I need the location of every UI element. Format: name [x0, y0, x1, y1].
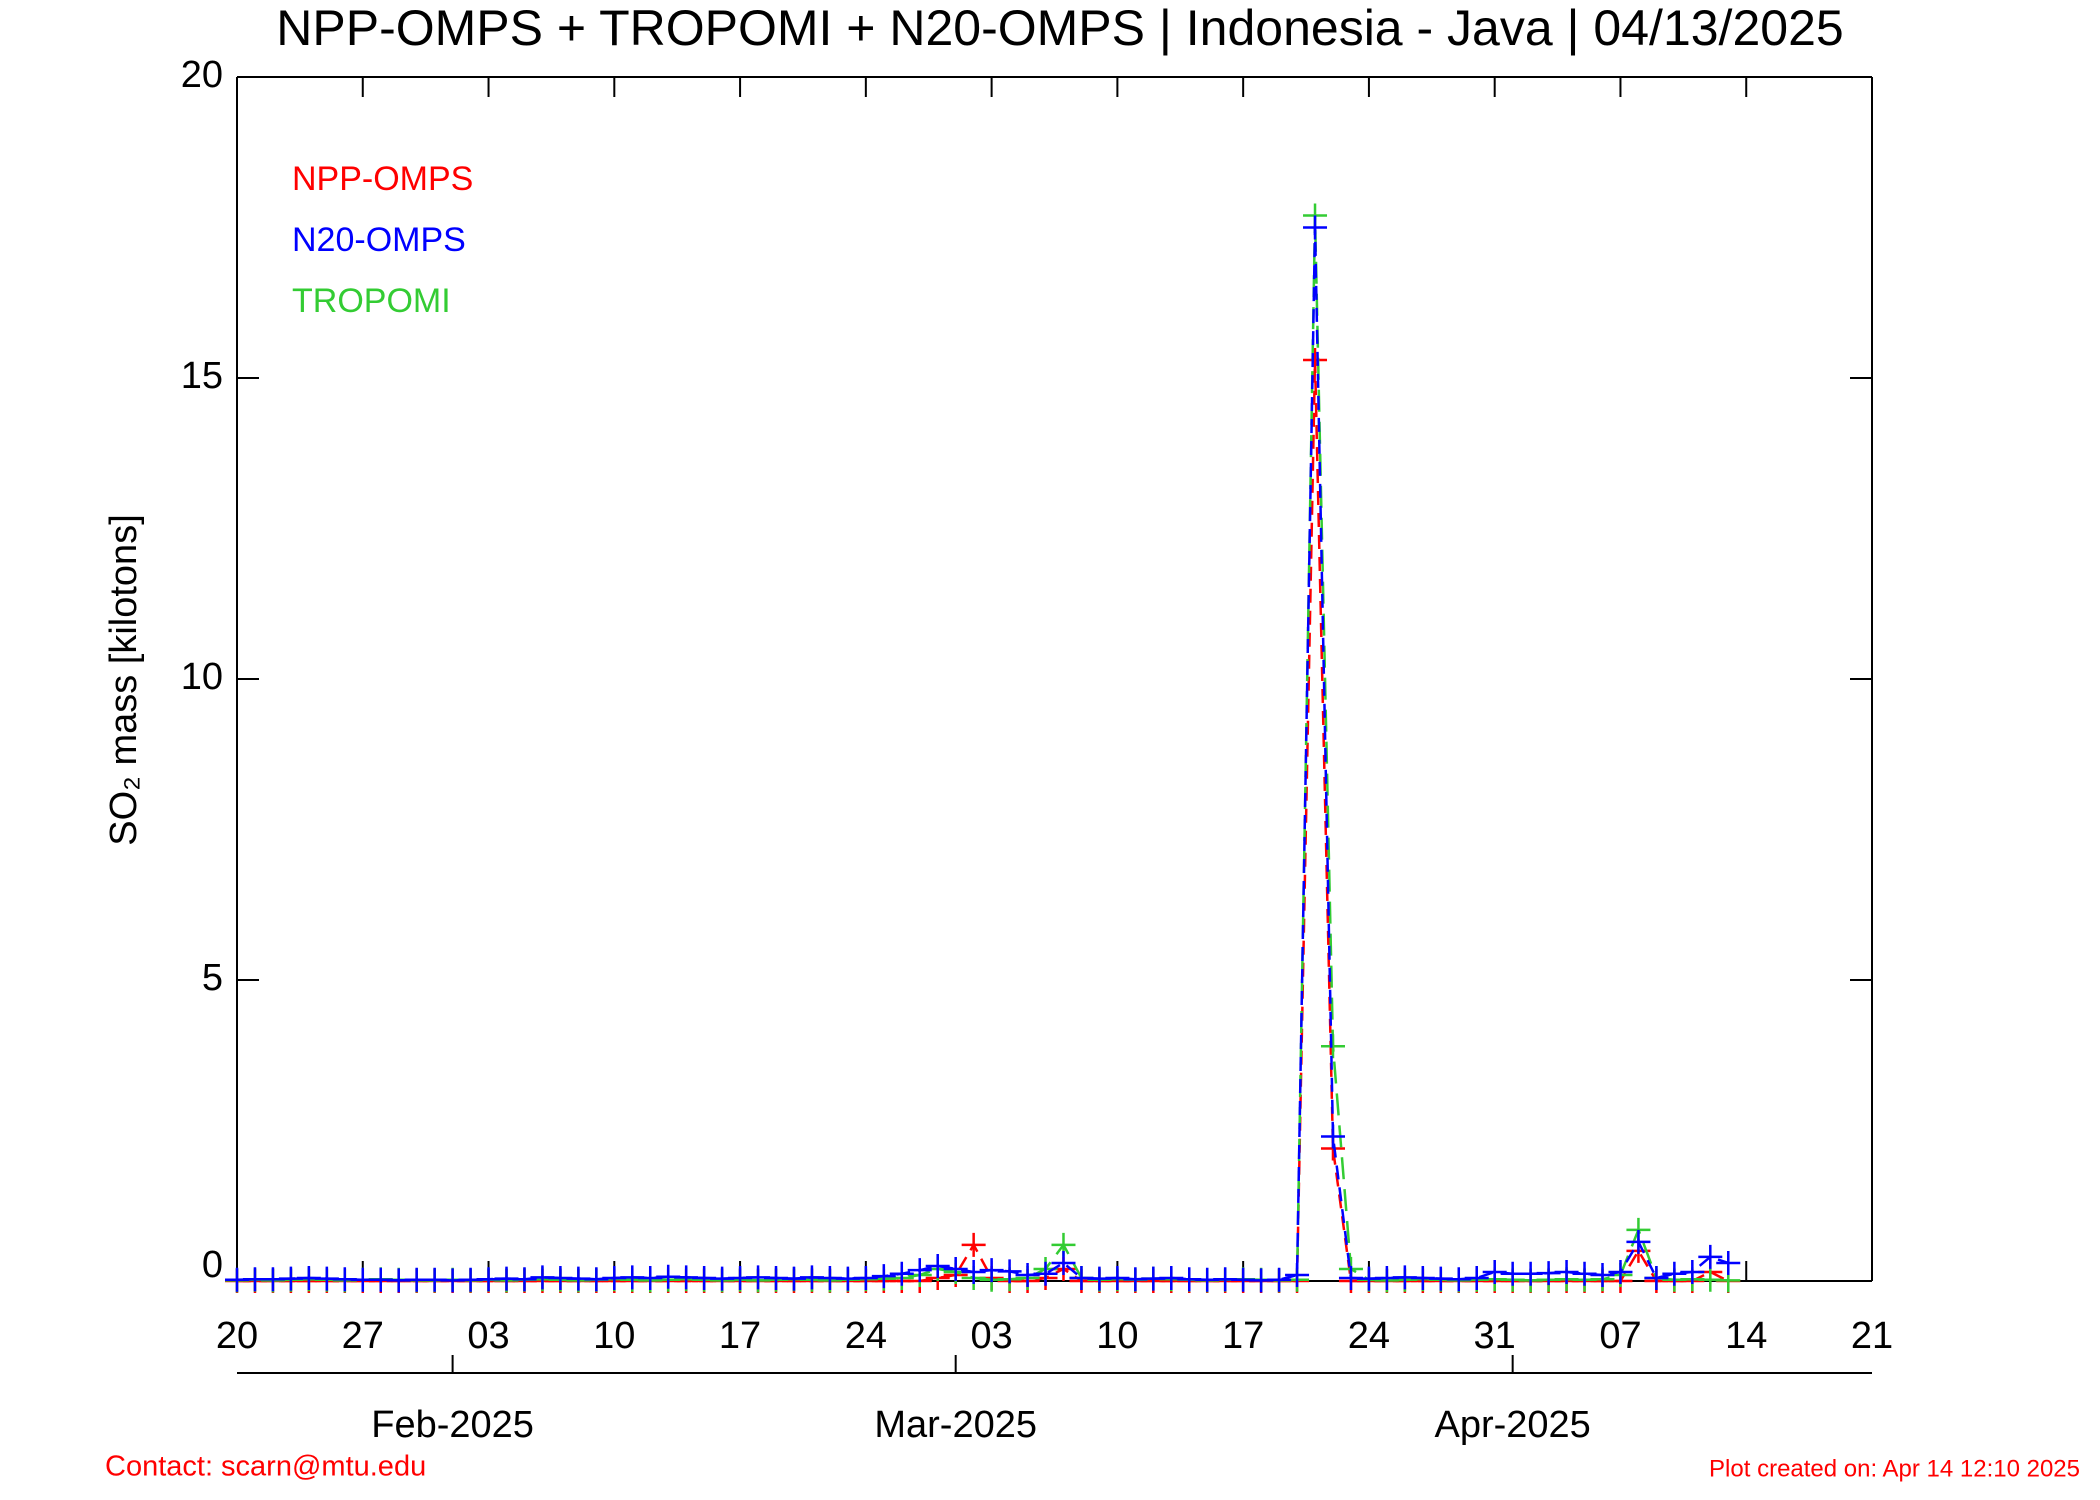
- point-marker: [961, 1259, 986, 1284]
- y-tick-label: 20: [181, 54, 223, 96]
- x-tick-label: 17: [719, 1315, 761, 1357]
- point-marker: [1482, 1259, 1507, 1284]
- point-marker: [1320, 1034, 1345, 1059]
- point-marker: [1608, 1259, 1633, 1284]
- point-marker: [961, 1232, 986, 1257]
- x-tick-label: 07: [1599, 1315, 1641, 1357]
- contact-note: Contact: scarn@mtu.edu: [105, 1451, 426, 1483]
- month-label: Apr-2025: [1434, 1404, 1590, 1446]
- chart-title: NPP-OMPS + TROPOMI + N20-OMPS | Indonesi…: [276, 0, 1843, 56]
- point-marker: [997, 1259, 1022, 1284]
- point-marker: [925, 1253, 950, 1278]
- point-marker: [871, 1264, 896, 1289]
- y-tick-label: 15: [181, 355, 223, 397]
- point-marker: [1716, 1250, 1741, 1275]
- x-tick-label: 03: [970, 1315, 1012, 1357]
- legend-entry: NPP-OMPS: [292, 160, 473, 198]
- y-tick-label: 0: [202, 1244, 223, 1286]
- month-label: Mar-2025: [874, 1404, 1037, 1446]
- point-marker: [1644, 1265, 1669, 1290]
- month-label: Feb-2025: [371, 1404, 534, 1446]
- legend-entry: TROPOMI: [292, 282, 451, 320]
- point-marker: [1320, 1124, 1345, 1149]
- x-tick-label: 20: [216, 1315, 258, 1357]
- x-tick-label: 24: [1348, 1315, 1390, 1357]
- point-marker: [853, 1265, 878, 1290]
- x-tick-label: 24: [845, 1315, 887, 1357]
- x-tick-label: 03: [467, 1315, 509, 1357]
- point-marker: [1698, 1244, 1723, 1269]
- legend-entry: N20-OMPS: [292, 221, 466, 259]
- point-marker: [889, 1261, 914, 1286]
- point-marker: [1285, 1262, 1310, 1287]
- point-marker: [1626, 1229, 1651, 1254]
- x-tick-label: 27: [342, 1315, 384, 1357]
- x-tick-label: 17: [1222, 1315, 1264, 1357]
- created-note: Plot created on: Apr 14 12:10 2025: [1709, 1455, 2080, 1482]
- x-tick-label: 21: [1851, 1315, 1893, 1357]
- y-tick-label: 5: [202, 957, 223, 999]
- x-tick-label: 14: [1725, 1315, 1767, 1357]
- point-marker: [1680, 1259, 1705, 1284]
- x-tick-label: 31: [1474, 1315, 1516, 1357]
- x-tick-label: 10: [1096, 1315, 1138, 1357]
- y-tick-label: 10: [181, 656, 223, 698]
- point-marker: [1033, 1261, 1058, 1286]
- point-marker: [512, 1267, 537, 1292]
- point-marker: [1267, 1267, 1292, 1292]
- y-axis-label: SO₂ mass [kilotons]: [103, 514, 145, 846]
- point-marker: [907, 1258, 932, 1283]
- point-marker: [1303, 215, 1328, 240]
- point-marker: [1590, 1262, 1615, 1287]
- point-marker: [1464, 1265, 1489, 1290]
- point-marker: [1051, 1250, 1076, 1275]
- point-marker: [1554, 1259, 1579, 1284]
- point-marker: [1303, 347, 1328, 372]
- point-marker: [1662, 1261, 1687, 1286]
- point-marker: [943, 1256, 968, 1281]
- x-tick-label: 10: [593, 1315, 635, 1357]
